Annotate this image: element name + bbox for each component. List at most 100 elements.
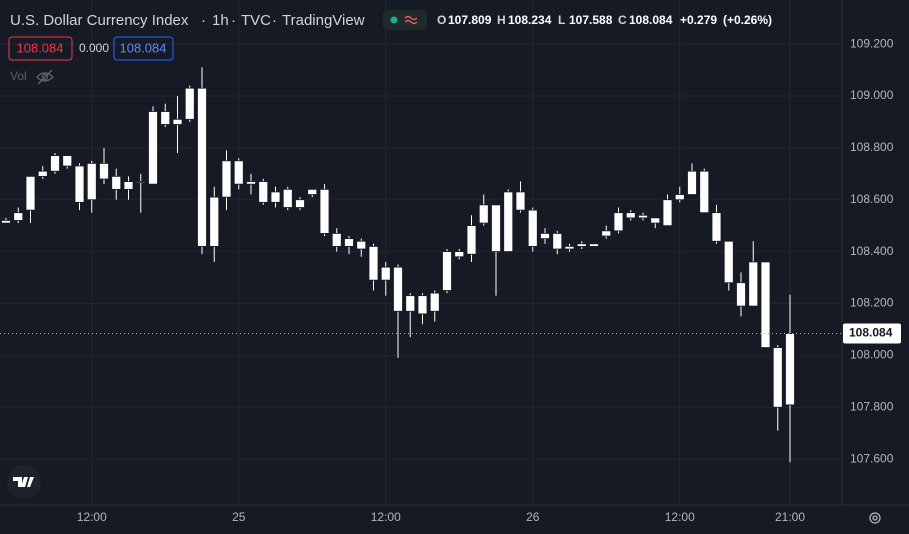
x-tick-label: 12:00 <box>77 510 107 524</box>
candle-body <box>184 87 195 120</box>
candle-body <box>197 87 207 247</box>
price-tag: 0.000 <box>79 41 109 55</box>
legend-key: C <box>618 13 627 27</box>
separator: · <box>272 12 277 29</box>
symbol-title: U.S. Dollar Currency Index <box>10 12 189 29</box>
last-price-label: 108.084 <box>849 326 893 340</box>
y-tick-label: 107.800 <box>850 399 894 413</box>
hide-icon[interactable] <box>36 69 54 85</box>
legend-key: L <box>558 13 565 27</box>
candle-body <box>760 261 771 348</box>
candle-body <box>405 295 416 312</box>
candle-body <box>515 191 526 211</box>
settings-icon[interactable] <box>869 512 881 524</box>
candle-body <box>331 233 342 247</box>
candle-body <box>172 118 183 125</box>
candle-body <box>723 240 734 284</box>
candle-body <box>589 243 599 247</box>
legend-change: +0.279 <box>680 13 717 27</box>
source: TradingView <box>282 12 365 29</box>
market-status[interactable] <box>383 10 427 30</box>
exchange: TVC <box>241 12 271 29</box>
legend-key: H <box>497 13 506 27</box>
candle-body <box>711 212 722 242</box>
tradingview-logo[interactable] <box>7 465 41 499</box>
candle-body <box>503 191 514 252</box>
x-tick-label: 25 <box>232 510 246 524</box>
candle-body <box>160 111 171 125</box>
candle-body <box>601 230 612 237</box>
candle-body <box>209 196 220 247</box>
status-dot <box>390 16 398 24</box>
candle-body <box>258 181 269 203</box>
candle-body <box>1 220 11 224</box>
candle-body <box>442 251 452 291</box>
candle-body <box>687 170 697 195</box>
candle-body <box>429 292 440 312</box>
candle-body <box>13 212 24 221</box>
candle-body <box>417 295 428 315</box>
ohlc-legend: O 107.809 H 108.234 L 107.588 C 108.084 +0.279 (+… <box>437 13 772 27</box>
candle-body <box>270 191 281 203</box>
candle-body <box>736 282 746 307</box>
candle-body <box>368 246 379 281</box>
candle-body <box>295 199 305 208</box>
candle-body <box>466 225 477 255</box>
candle-body <box>86 163 97 201</box>
separator: · <box>201 12 206 29</box>
candle-body <box>74 165 85 203</box>
y-tick-label: 108.800 <box>850 140 894 154</box>
legend-change-percent: (+0.26%) <box>723 13 772 27</box>
candle-body <box>491 204 501 252</box>
candle-body <box>393 266 403 312</box>
separator: · <box>231 12 236 29</box>
candles <box>1 67 795 463</box>
candle-body <box>638 214 648 219</box>
candle-body <box>380 266 391 281</box>
candle-body <box>111 175 122 190</box>
candle-body <box>221 160 232 198</box>
y-tick-label: 108.000 <box>850 348 894 362</box>
candle-body <box>25 175 36 211</box>
candle-body <box>123 181 134 190</box>
price-tag: 108.084 <box>17 40 64 55</box>
candle-body <box>650 217 661 224</box>
x-tick-label: 12:00 <box>371 510 401 524</box>
candle-body <box>246 181 256 185</box>
legend-value: 108.234 <box>508 13 552 27</box>
candle-body <box>699 170 710 214</box>
volume-label: Vol <box>10 69 27 83</box>
candle-body <box>576 243 587 247</box>
y-tick-label: 108.200 <box>850 296 894 310</box>
x-tick-label: 21:00 <box>775 510 805 524</box>
legend-value: 107.809 <box>448 13 492 27</box>
last-price-box <box>843 323 901 344</box>
candle-body <box>478 204 489 224</box>
candle-body <box>785 333 795 406</box>
candle-body <box>454 251 465 258</box>
price-tag: 108.084 <box>120 40 167 55</box>
price-tag-box <box>113 36 174 61</box>
y-tick-label: 109.200 <box>850 36 894 50</box>
candle-body <box>552 233 563 250</box>
candle-body <box>662 199 673 227</box>
price-tag-box <box>8 36 73 61</box>
y-tick-label: 108.600 <box>850 192 894 206</box>
candle-body <box>99 163 109 180</box>
candle-body <box>307 188 318 195</box>
candle-body <box>62 155 73 167</box>
candle-body <box>319 188 330 234</box>
status-icon <box>404 15 418 25</box>
candle-body <box>135 181 146 183</box>
x-tick-label: 26 <box>526 510 540 524</box>
candle-body <box>50 155 60 172</box>
candle-body <box>625 212 636 219</box>
candle-body <box>282 188 293 208</box>
y-tick-label: 109.000 <box>850 88 894 102</box>
candle-body <box>37 170 48 177</box>
candle-body <box>748 261 759 307</box>
interval: 1h <box>212 12 229 29</box>
candle-body <box>233 160 244 185</box>
